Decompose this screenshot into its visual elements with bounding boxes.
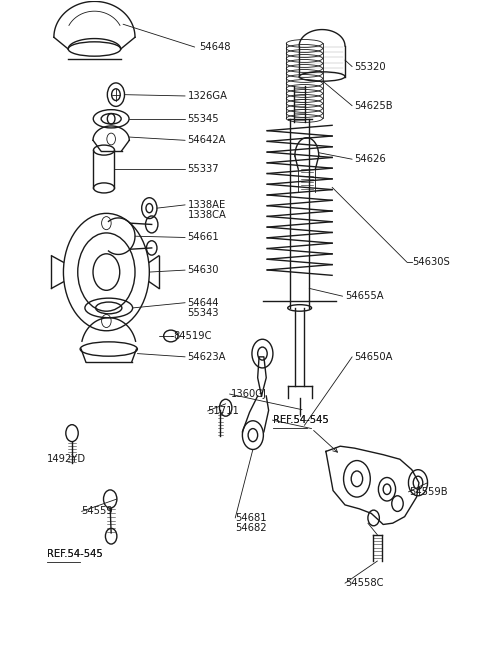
Text: 54559B: 54559B: [409, 487, 448, 497]
Text: 54625B: 54625B: [355, 101, 393, 111]
Text: 1338AE: 1338AE: [188, 200, 226, 210]
Text: 54682: 54682: [235, 523, 267, 533]
Text: 84519C: 84519C: [173, 331, 212, 341]
Text: 54642A: 54642A: [188, 136, 226, 145]
Text: 54626: 54626: [355, 154, 386, 164]
Text: 55320: 55320: [355, 62, 386, 71]
Text: REF.54-545: REF.54-545: [47, 549, 102, 559]
Text: 1326GA: 1326GA: [188, 91, 228, 101]
Text: 54661: 54661: [188, 233, 219, 242]
Text: 55337: 55337: [188, 164, 219, 174]
Text: 51711: 51711: [207, 406, 240, 416]
Text: 55343: 55343: [188, 308, 219, 318]
Text: 54648: 54648: [199, 42, 231, 52]
Text: 54655A: 54655A: [345, 291, 384, 301]
Text: 54644: 54644: [188, 298, 219, 308]
Text: 55345: 55345: [188, 114, 219, 124]
Text: 54681: 54681: [235, 513, 267, 523]
Text: 54559: 54559: [82, 506, 113, 516]
Text: REF.54-545: REF.54-545: [274, 415, 329, 425]
Text: 1338CA: 1338CA: [188, 210, 227, 220]
Text: 54623A: 54623A: [188, 352, 226, 362]
Text: 54558C: 54558C: [345, 578, 384, 588]
Text: REF.54-545: REF.54-545: [274, 415, 329, 425]
Text: 54650A: 54650A: [355, 352, 393, 362]
Text: 1360GJ: 1360GJ: [230, 389, 266, 399]
Text: 1492YD: 1492YD: [47, 455, 86, 464]
Text: 54630: 54630: [188, 265, 219, 275]
Text: REF.54-545: REF.54-545: [47, 549, 102, 559]
Text: 54630S: 54630S: [412, 257, 450, 267]
